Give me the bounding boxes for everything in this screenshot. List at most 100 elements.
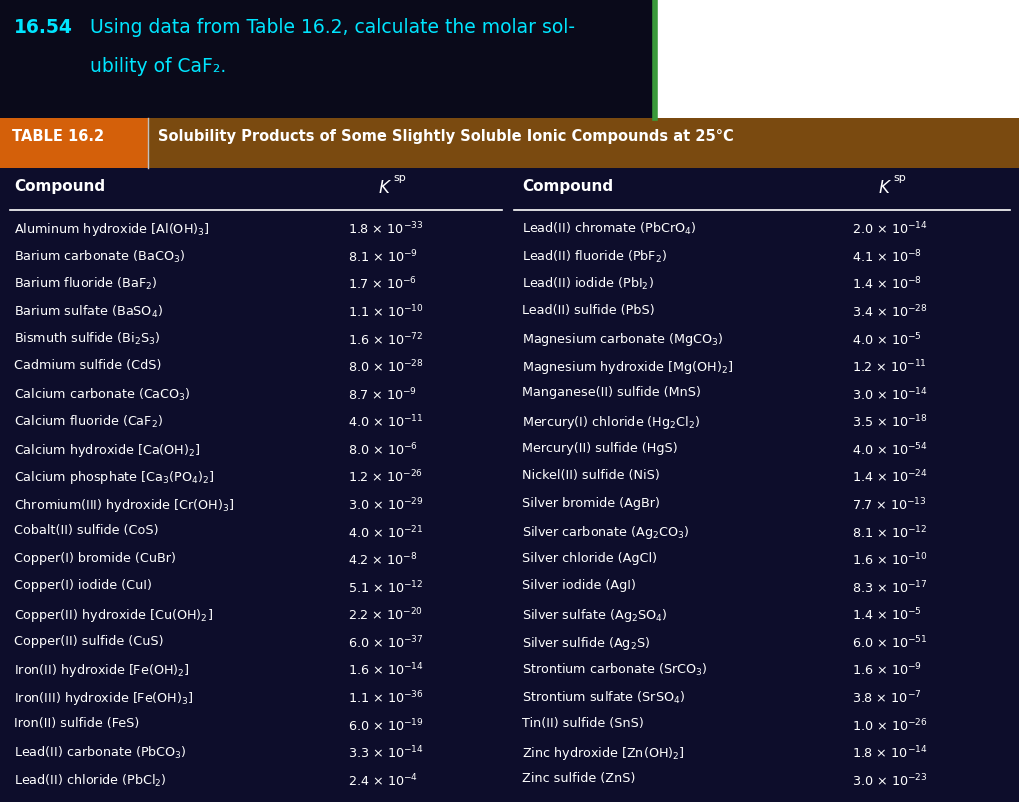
Text: 3.3 × 10$^{-14}$: 3.3 × 10$^{-14}$ <box>347 744 423 760</box>
Text: 4.0 × 10$^{-5}$: 4.0 × 10$^{-5}$ <box>851 331 921 347</box>
Text: 1.4 × 10$^{-24}$: 1.4 × 10$^{-24}$ <box>851 468 927 485</box>
Text: sp: sp <box>892 172 905 183</box>
Text: Barium sulfate (BaSO$_4$): Barium sulfate (BaSO$_4$) <box>14 303 163 319</box>
Text: Copper(I) bromide (CuBr): Copper(I) bromide (CuBr) <box>14 551 175 564</box>
Text: Calcium fluoride (CaF$_2$): Calcium fluoride (CaF$_2$) <box>14 414 163 430</box>
Text: 1.8 × 10$^{-33}$: 1.8 × 10$^{-33}$ <box>347 221 423 237</box>
Text: Nickel(II) sulfide (NiS): Nickel(II) sulfide (NiS) <box>522 468 659 481</box>
Text: 1.6 × 10$^{-9}$: 1.6 × 10$^{-9}$ <box>851 662 921 678</box>
Bar <box>0 0 654 119</box>
Text: 1.6 × 10$^{-10}$: 1.6 × 10$^{-10}$ <box>851 551 927 568</box>
Text: $\mathit{K}$: $\mathit{K}$ <box>378 179 391 196</box>
Text: 1.6 × 10$^{-72}$: 1.6 × 10$^{-72}$ <box>347 331 423 347</box>
Text: 1.6 × 10$^{-14}$: 1.6 × 10$^{-14}$ <box>347 662 423 678</box>
Text: Silver bromide (AgBr): Silver bromide (AgBr) <box>522 496 659 509</box>
Text: Iron(II) sulfide (FeS): Iron(II) sulfide (FeS) <box>14 716 140 729</box>
Text: Silver sulfate (Ag$_2$SO$_4$): Silver sulfate (Ag$_2$SO$_4$) <box>522 606 666 623</box>
Text: Strontium carbonate (SrCO$_3$): Strontium carbonate (SrCO$_3$) <box>522 662 706 678</box>
Text: 4.0 × 10$^{-54}$: 4.0 × 10$^{-54}$ <box>851 441 927 458</box>
Text: sp: sp <box>392 172 406 183</box>
Text: 4.0 × 10$^{-21}$: 4.0 × 10$^{-21}$ <box>347 524 423 541</box>
Bar <box>0 119 148 168</box>
Text: 2.2 × 10$^{-20}$: 2.2 × 10$^{-20}$ <box>347 606 423 623</box>
Text: Iron(III) hydroxide [Fe(OH)$_3$]: Iron(III) hydroxide [Fe(OH)$_3$] <box>14 689 194 706</box>
Text: Manganese(II) sulfide (MnS): Manganese(II) sulfide (MnS) <box>522 386 700 399</box>
Text: 1.1 × 10$^{-10}$: 1.1 × 10$^{-10}$ <box>347 303 423 320</box>
Text: Silver carbonate (Ag$_2$CO$_3$): Silver carbonate (Ag$_2$CO$_3$) <box>522 524 689 541</box>
Text: Silver sulfide (Ag$_2$S): Silver sulfide (Ag$_2$S) <box>522 634 649 650</box>
Text: 8.0 × 10$^{-6}$: 8.0 × 10$^{-6}$ <box>347 441 418 458</box>
Text: Magnesium hydroxide [Mg(OH)$_2$]: Magnesium hydroxide [Mg(OH)$_2$] <box>522 358 733 375</box>
Text: 1.2 × 10$^{-26}$: 1.2 × 10$^{-26}$ <box>347 468 423 485</box>
Text: 2.4 × 10$^{-4}$: 2.4 × 10$^{-4}$ <box>347 772 418 788</box>
Bar <box>148 119 1019 168</box>
Text: Barium carbonate (BaCO$_3$): Barium carbonate (BaCO$_3$) <box>14 249 184 265</box>
Text: Cadmium sulfide (CdS): Cadmium sulfide (CdS) <box>14 358 161 371</box>
Text: Cobalt(II) sulfide (CoS): Cobalt(II) sulfide (CoS) <box>14 524 158 537</box>
Text: 8.1 × 10$^{-12}$: 8.1 × 10$^{-12}$ <box>851 524 926 541</box>
Text: Lead(II) carbonate (PbCO$_3$): Lead(II) carbonate (PbCO$_3$) <box>14 744 186 760</box>
Text: 6.0 × 10$^{-19}$: 6.0 × 10$^{-19}$ <box>347 716 423 733</box>
Text: 7.7 × 10$^{-13}$: 7.7 × 10$^{-13}$ <box>851 496 925 512</box>
Text: 1.2 × 10$^{-11}$: 1.2 × 10$^{-11}$ <box>851 358 926 375</box>
Text: 4.0 × 10$^{-11}$: 4.0 × 10$^{-11}$ <box>347 414 423 430</box>
Text: Copper(II) hydroxide [Cu(OH)$_2$]: Copper(II) hydroxide [Cu(OH)$_2$] <box>14 606 213 623</box>
Text: Solubility Products of Some Slightly Soluble Ionic Compounds at 25°C: Solubility Products of Some Slightly Sol… <box>158 129 733 144</box>
Text: Silver iodide (AgI): Silver iodide (AgI) <box>522 579 635 592</box>
Text: Copper(II) sulfide (CuS): Copper(II) sulfide (CuS) <box>14 634 163 646</box>
Text: Lead(II) fluoride (PbF$_2$): Lead(II) fluoride (PbF$_2$) <box>522 249 666 265</box>
Text: Chromium(III) hydroxide [Cr(OH)$_3$]: Chromium(III) hydroxide [Cr(OH)$_3$] <box>14 496 234 513</box>
Text: Tin(II) sulfide (SnS): Tin(II) sulfide (SnS) <box>522 716 643 729</box>
Text: Mercury(I) chloride (Hg$_2$Cl$_2$): Mercury(I) chloride (Hg$_2$Cl$_2$) <box>522 414 699 431</box>
Text: Lead(II) chromate (PbCrO$_4$): Lead(II) chromate (PbCrO$_4$) <box>522 221 696 237</box>
Text: TABLE 16.2: TABLE 16.2 <box>12 129 104 144</box>
Text: 5.1 × 10$^{-12}$: 5.1 × 10$^{-12}$ <box>347 579 423 595</box>
Text: Using data from Table 16.2, calculate the molar sol-: Using data from Table 16.2, calculate th… <box>90 18 575 37</box>
Text: Iron(II) hydroxide [Fe(OH)$_2$]: Iron(II) hydroxide [Fe(OH)$_2$] <box>14 662 190 678</box>
Text: 8.3 × 10$^{-17}$: 8.3 × 10$^{-17}$ <box>851 579 926 595</box>
Text: Zinc hydroxide [Zn(OH)$_2$]: Zinc hydroxide [Zn(OH)$_2$] <box>522 744 684 761</box>
Text: 1.1 × 10$^{-36}$: 1.1 × 10$^{-36}$ <box>347 689 423 706</box>
Text: 1.8 × 10$^{-14}$: 1.8 × 10$^{-14}$ <box>851 744 926 760</box>
Text: Compound: Compound <box>522 179 612 194</box>
Text: Lead(II) sulfide (PbS): Lead(II) sulfide (PbS) <box>522 303 654 316</box>
Text: Barium fluoride (BaF$_2$): Barium fluoride (BaF$_2$) <box>14 276 157 292</box>
Text: Calcium hydroxide [Ca(OH)$_2$]: Calcium hydroxide [Ca(OH)$_2$] <box>14 441 201 458</box>
Text: Lead(II) chloride (PbCl$_2$): Lead(II) chloride (PbCl$_2$) <box>14 772 166 788</box>
Text: 3.0 × 10$^{-29}$: 3.0 × 10$^{-29}$ <box>347 496 423 512</box>
Text: 1.4 × 10$^{-8}$: 1.4 × 10$^{-8}$ <box>851 276 921 293</box>
Text: $\mathit{K}$: $\mathit{K}$ <box>877 179 892 196</box>
Text: Zinc sulfide (ZnS): Zinc sulfide (ZnS) <box>522 772 635 784</box>
Text: 8.7 × 10$^{-9}$: 8.7 × 10$^{-9}$ <box>347 386 417 403</box>
Text: 4.1 × 10$^{-8}$: 4.1 × 10$^{-8}$ <box>851 249 921 265</box>
Text: 2.0 × 10$^{-14}$: 2.0 × 10$^{-14}$ <box>851 221 927 237</box>
Text: Aluminum hydroxide [Al(OH)$_3$]: Aluminum hydroxide [Al(OH)$_3$] <box>14 221 210 237</box>
Text: Mercury(II) sulfide (HgS): Mercury(II) sulfide (HgS) <box>522 441 677 454</box>
Bar <box>0 168 1019 802</box>
Text: 1.4 × 10$^{-5}$: 1.4 × 10$^{-5}$ <box>851 606 921 623</box>
Text: Calcium phosphate [Ca$_3$(PO$_4$)$_2$]: Calcium phosphate [Ca$_3$(PO$_4$)$_2$] <box>14 468 214 485</box>
Text: Strontium sulfate (SrSO$_4$): Strontium sulfate (SrSO$_4$) <box>522 689 685 705</box>
Text: 1.0 × 10$^{-26}$: 1.0 × 10$^{-26}$ <box>851 716 927 733</box>
Text: 3.5 × 10$^{-18}$: 3.5 × 10$^{-18}$ <box>851 414 926 430</box>
Text: Calcium carbonate (CaCO$_3$): Calcium carbonate (CaCO$_3$) <box>14 386 191 402</box>
Text: 1.7 × 10$^{-6}$: 1.7 × 10$^{-6}$ <box>347 276 417 293</box>
Text: Magnesium carbonate (MgCO$_3$): Magnesium carbonate (MgCO$_3$) <box>522 331 722 348</box>
Bar <box>654 0 1019 119</box>
Text: Compound: Compound <box>14 179 105 194</box>
Text: 16.54: 16.54 <box>14 18 72 37</box>
Text: 8.1 × 10$^{-9}$: 8.1 × 10$^{-9}$ <box>347 249 418 265</box>
Text: ubility of CaF₂.: ubility of CaF₂. <box>90 57 226 76</box>
Text: Bismuth sulfide (Bi$_2$S$_3$): Bismuth sulfide (Bi$_2$S$_3$) <box>14 331 160 347</box>
Text: 4.2 × 10$^{-8}$: 4.2 × 10$^{-8}$ <box>347 551 417 568</box>
Text: 3.0 × 10$^{-23}$: 3.0 × 10$^{-23}$ <box>851 772 926 788</box>
Text: 6.0 × 10$^{-37}$: 6.0 × 10$^{-37}$ <box>347 634 423 650</box>
Text: Silver chloride (AgCl): Silver chloride (AgCl) <box>522 551 656 564</box>
Text: Copper(I) iodide (CuI): Copper(I) iodide (CuI) <box>14 579 152 592</box>
Text: 8.0 × 10$^{-28}$: 8.0 × 10$^{-28}$ <box>347 358 423 375</box>
Text: Lead(II) iodide (PbI$_2$): Lead(II) iodide (PbI$_2$) <box>522 276 653 292</box>
Text: 3.0 × 10$^{-14}$: 3.0 × 10$^{-14}$ <box>851 386 927 403</box>
Text: 3.4 × 10$^{-28}$: 3.4 × 10$^{-28}$ <box>851 303 926 320</box>
Text: 6.0 × 10$^{-51}$: 6.0 × 10$^{-51}$ <box>851 634 926 650</box>
Text: 3.8 × 10$^{-7}$: 3.8 × 10$^{-7}$ <box>851 689 920 706</box>
